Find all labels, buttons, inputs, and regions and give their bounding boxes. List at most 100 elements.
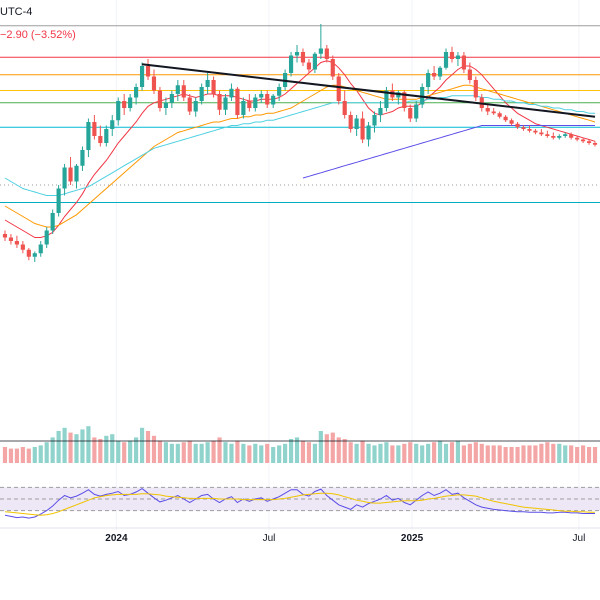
candle-16	[98, 125, 103, 147]
volume-bar-67	[402, 443, 407, 463]
volume-bar-74	[443, 443, 449, 463]
candle-body	[449, 52, 455, 59]
volume-bar-58	[348, 442, 353, 463]
volume-bar-64	[384, 442, 389, 463]
volume-bar-93	[557, 443, 562, 463]
volume-bar-61	[366, 443, 371, 463]
rsi-series-1	[4, 492, 595, 516]
candle-body	[2, 234, 8, 238]
volume-bar-43	[259, 445, 264, 463]
candle-body	[14, 241, 19, 245]
candle-82	[491, 108, 496, 115]
volume-bar-41	[247, 445, 252, 463]
volume-bar-12	[74, 434, 79, 463]
volume-bar-88	[527, 445, 532, 463]
candle-15	[92, 115, 97, 140]
volume-bar-31	[187, 440, 192, 463]
volume-bar-86	[515, 447, 520, 463]
candle-body	[74, 165, 79, 182]
volume-bar-87	[521, 445, 526, 463]
candle-body	[402, 92, 407, 108]
candle-9	[56, 185, 61, 217]
candle-body	[384, 90, 389, 108]
candle-body	[557, 136, 562, 138]
candle-body	[277, 87, 282, 96]
candle-body	[455, 55, 461, 59]
candle-body	[533, 130, 538, 133]
volume-bar-45	[271, 447, 276, 463]
candle-53	[318, 24, 323, 59]
volume-bar-50	[300, 440, 306, 463]
volume-bar-13	[80, 429, 85, 463]
volume-bar-9	[56, 431, 61, 463]
candle-19	[116, 97, 121, 126]
candle-79	[473, 76, 478, 101]
volume-bar-17	[104, 435, 109, 463]
candle-body	[348, 115, 353, 129]
candle-24	[145, 59, 151, 80]
candle-body	[128, 97, 133, 108]
candle-34	[205, 73, 210, 94]
price-change-label: −2.90 (−3.52%)	[0, 29, 76, 41]
candle-body	[497, 113, 502, 117]
candle-73	[437, 66, 443, 80]
ma-line-slow	[4, 95, 595, 196]
candle-body	[360, 118, 365, 140]
candle-59	[354, 115, 359, 136]
volume-bar-46	[277, 445, 282, 463]
volume-bar-38	[229, 443, 234, 463]
volume-bar-49	[294, 437, 300, 463]
rsi-panel	[0, 486, 600, 529]
candle-body	[318, 48, 323, 54]
candle-body	[432, 73, 437, 77]
candle-83	[497, 111, 502, 119]
candle-68	[408, 104, 413, 122]
trendline[interactable]	[141, 63, 596, 118]
candle-38	[229, 83, 234, 101]
candle-37	[223, 94, 228, 115]
candle-49	[294, 45, 300, 63]
candle-29	[175, 80, 180, 101]
candle-body	[20, 244, 25, 250]
candle-27	[163, 97, 168, 115]
candle-25	[151, 69, 157, 94]
volume-bar-63	[378, 443, 383, 463]
candle-body	[122, 101, 127, 108]
candle-body	[193, 101, 198, 112]
candle-body	[265, 94, 270, 105]
x-tick-label-1: Jul	[263, 533, 276, 544]
candle-20	[122, 94, 127, 115]
candle-28	[169, 90, 174, 108]
volume-bar-92	[551, 443, 556, 463]
candle-78	[467, 62, 472, 84]
candle-body	[145, 66, 151, 77]
volume-bars	[0, 426, 600, 463]
volume-bar-44	[265, 443, 270, 463]
candle-35	[211, 76, 216, 98]
moving-averages	[4, 60, 596, 238]
candle-body	[294, 52, 300, 56]
candle-63	[378, 101, 383, 122]
candle-21	[128, 94, 133, 112]
candle-84	[503, 115, 508, 122]
candle-body	[134, 87, 139, 98]
candle-87	[521, 125, 526, 131]
candle-body	[569, 134, 574, 138]
timezone-label: UTC-4	[0, 6, 33, 18]
candle-body	[26, 249, 31, 257]
x-tick-label-2: 2025	[401, 533, 424, 544]
candle-body	[563, 134, 568, 136]
volume-bar-69	[414, 443, 419, 463]
candle-32	[193, 97, 198, 117]
volume-bar-37	[223, 442, 228, 463]
volume-bar-57	[342, 439, 347, 463]
candle-74	[443, 48, 449, 70]
volume-bar-42	[253, 443, 258, 463]
volume-bar-75	[449, 442, 455, 463]
volume-bar-82	[491, 445, 496, 463]
candle-51	[306, 59, 312, 73]
candle-76	[455, 52, 461, 66]
candle-90	[539, 129, 544, 136]
candle-body	[92, 122, 97, 136]
